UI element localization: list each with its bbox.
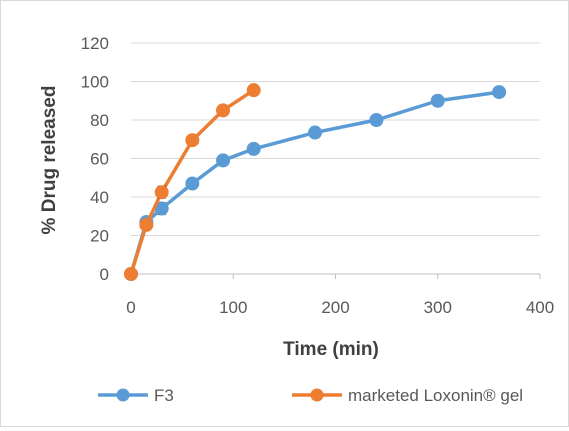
legend-item-1: F3 [98, 386, 174, 405]
data-point [124, 267, 138, 281]
data-point [246, 83, 261, 98]
series-2 [124, 83, 261, 281]
data-point [492, 85, 507, 100]
data-point [154, 185, 169, 200]
data-point [185, 133, 200, 148]
data-point [216, 153, 231, 168]
axes: 0 20 40 60 80 100 120 0 100 200 300 400 [81, 34, 555, 317]
axis-labels: Time (min) % Drug released [39, 86, 379, 360]
legend-marker [116, 388, 130, 402]
y-tick-label: 100 [81, 73, 109, 92]
data-point [246, 141, 261, 156]
x-tick-label: 200 [321, 298, 349, 317]
x-tick-label: 100 [219, 298, 247, 317]
data-point [185, 176, 200, 191]
gridlines [131, 42, 540, 236]
y-tick-label: 40 [90, 188, 109, 207]
x-tick-label: 0 [126, 298, 135, 317]
y-tick-label: 80 [90, 111, 109, 130]
series-line [129, 90, 500, 275]
x-tick-label: 400 [526, 298, 554, 317]
legend-item-2: marketed Loxonin® gel [292, 386, 523, 405]
y-tick-label: 0 [100, 265, 109, 284]
legend-marker [310, 388, 324, 402]
data-point [369, 113, 384, 127]
y-tick-label: 60 [90, 150, 109, 169]
y-tick-label: 120 [81, 34, 109, 53]
data-point [216, 103, 231, 118]
data-point [308, 125, 323, 140]
legend-label: F3 [154, 386, 174, 405]
legend: F3 marketed Loxonin® gel [98, 386, 523, 405]
y-tick-label: 20 [90, 227, 109, 246]
series-1 [124, 85, 507, 281]
x-axis-title: Time (min) [283, 339, 379, 360]
data-point [139, 217, 154, 232]
data-point [430, 93, 445, 108]
plot-series [124, 83, 507, 281]
x-tick-label: 300 [424, 298, 452, 317]
y-axis-title: % Drug released [39, 86, 60, 235]
legend-label: marketed Loxonin® gel [348, 386, 523, 405]
